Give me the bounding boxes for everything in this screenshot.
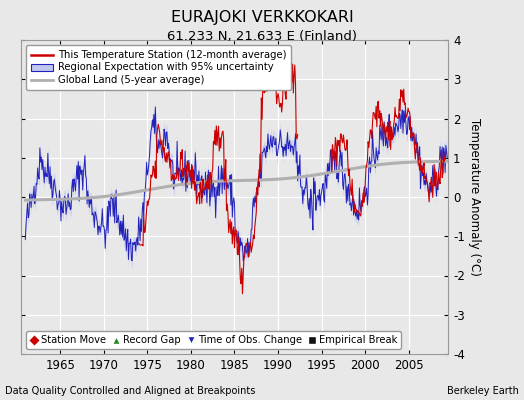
Text: Data Quality Controlled and Aligned at Breakpoints: Data Quality Controlled and Aligned at B…: [5, 386, 256, 396]
Text: EURAJOKI VERKKOKARI: EURAJOKI VERKKOKARI: [171, 10, 353, 25]
Legend: Station Move, Record Gap, Time of Obs. Change, Empirical Break: Station Move, Record Gap, Time of Obs. C…: [26, 331, 401, 349]
Text: Berkeley Earth: Berkeley Earth: [447, 386, 519, 396]
Y-axis label: Temperature Anomaly (°C): Temperature Anomaly (°C): [468, 118, 482, 276]
Text: 61.233 N, 21.633 E (Finland): 61.233 N, 21.633 E (Finland): [167, 30, 357, 43]
